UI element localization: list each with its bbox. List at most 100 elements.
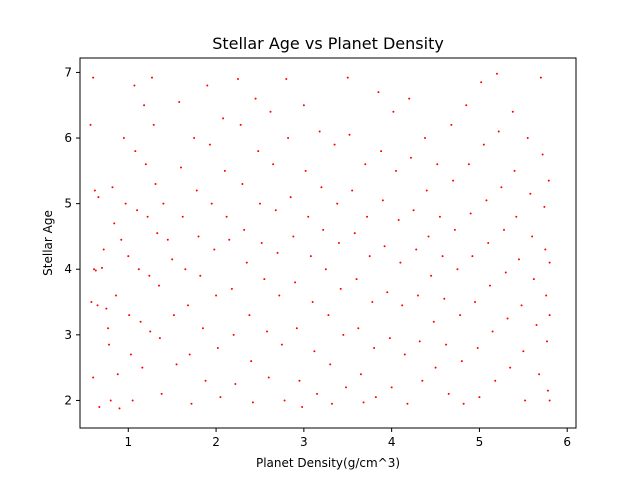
data-point [517,258,520,261]
data-point [136,209,139,212]
data-point [267,376,270,379]
data-point [109,399,112,402]
data-point [491,330,494,333]
data-point [98,406,101,409]
data-point [96,304,99,307]
data-point [412,209,415,212]
data-point [406,402,409,405]
data-point [342,333,345,336]
data-point [219,396,222,399]
data-point [318,130,321,133]
data-point [107,343,110,346]
data-point [154,182,157,185]
data-point [295,327,298,330]
data-point [548,261,551,264]
data-point [374,396,377,399]
data-point [118,407,121,410]
data-point [513,169,516,172]
data-point [330,402,333,405]
x-tick-label: 3 [300,435,308,449]
data-point [230,287,233,290]
data-point [304,169,307,172]
data-point [488,284,491,287]
data-point [128,314,131,317]
data-point [316,392,319,395]
y-tick-label: 2 [64,393,72,407]
data-point [243,228,246,231]
data-point [535,324,538,326]
data-point [307,215,310,218]
data-point [143,104,146,107]
data-point [408,97,411,100]
data-point [390,386,393,389]
data-point [474,301,477,304]
data-point [329,363,332,366]
data-point [548,314,551,317]
data-point [368,255,371,258]
data-point [441,255,444,258]
data-point [469,212,472,215]
data-point [294,281,297,284]
data-point [545,294,548,297]
data-point [324,268,327,271]
data-point [225,215,228,218]
chart-title: Stellar Age vs Planet Density [212,34,444,53]
data-points [89,72,551,410]
data-point [415,248,418,251]
data-point [388,337,391,340]
data-point [113,222,116,225]
data-point [327,314,330,317]
data-point [452,179,455,182]
data-point [228,238,231,241]
data-point [359,373,362,376]
data-point [141,366,144,369]
data-point [541,153,544,156]
data-point [355,278,358,281]
data-point [146,215,149,218]
data-point [184,268,187,271]
x-tick-label: 4 [388,435,396,449]
data-point [322,228,325,231]
data-point [251,401,254,404]
data-point [283,399,286,402]
data-point [181,215,184,218]
y-tick-label: 5 [64,197,72,211]
data-point [383,245,386,248]
plot-frame [79,57,577,429]
data-point [403,353,406,356]
data-point [222,117,225,120]
data-point [434,366,437,369]
data-point [134,150,137,153]
data-point [193,137,196,140]
data-point [348,133,351,136]
data-point [453,228,456,231]
data-point [456,268,459,271]
data-point [144,163,147,166]
data-point [160,392,163,395]
data-point [100,266,103,269]
data-point [421,379,424,382]
data-point [366,215,369,218]
data-point [460,360,463,363]
data-point [263,278,266,281]
data-point [129,353,132,356]
data-point [162,202,165,205]
y-tick-label: 3 [64,328,72,342]
data-point [506,317,509,320]
data-point [298,379,301,382]
data-point [122,137,125,140]
data-point [278,294,281,297]
data-point [124,202,127,205]
data-point [186,304,189,307]
data-point [462,402,465,405]
data-point [311,301,314,304]
data-point [546,340,549,343]
data-point [156,232,159,235]
data-point [152,123,155,126]
data-point [353,232,356,235]
data-point [364,163,367,166]
data-point [480,81,483,84]
data-point [532,278,535,281]
data-point [190,402,193,405]
data-point [158,284,161,287]
